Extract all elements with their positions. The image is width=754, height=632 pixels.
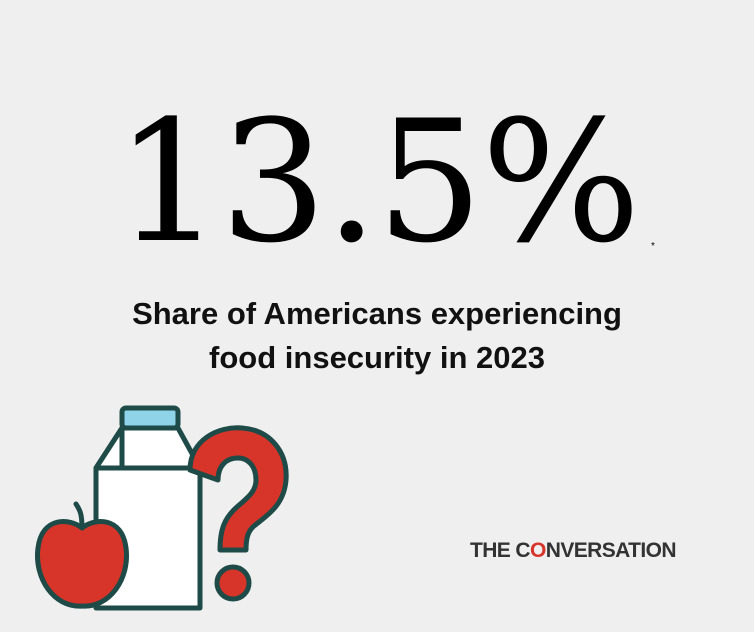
logo-prefix: THE C — [470, 539, 531, 562]
headline-statistic: 13.5% — [115, 84, 641, 280]
caption-line-1: Share of Americans experiencing — [132, 296, 622, 331]
headline-statistic-container: 13.5% * — [0, 98, 754, 266]
caption: Share of Americans experiencing food ins… — [60, 292, 694, 380]
logo-suffix: NVERSATION — [545, 539, 677, 562]
apple-icon — [35, 501, 129, 609]
food-insecurity-illustration — [35, 405, 289, 611]
footnote-marker: * — [650, 241, 655, 252]
the-conversation-logo: THE CONVERSATION — [470, 540, 676, 561]
logo-speech-bubble-o: O — [530, 539, 546, 562]
caption-line-2: food insecurity in 2023 — [209, 340, 545, 375]
question-mark-icon — [187, 425, 289, 602]
